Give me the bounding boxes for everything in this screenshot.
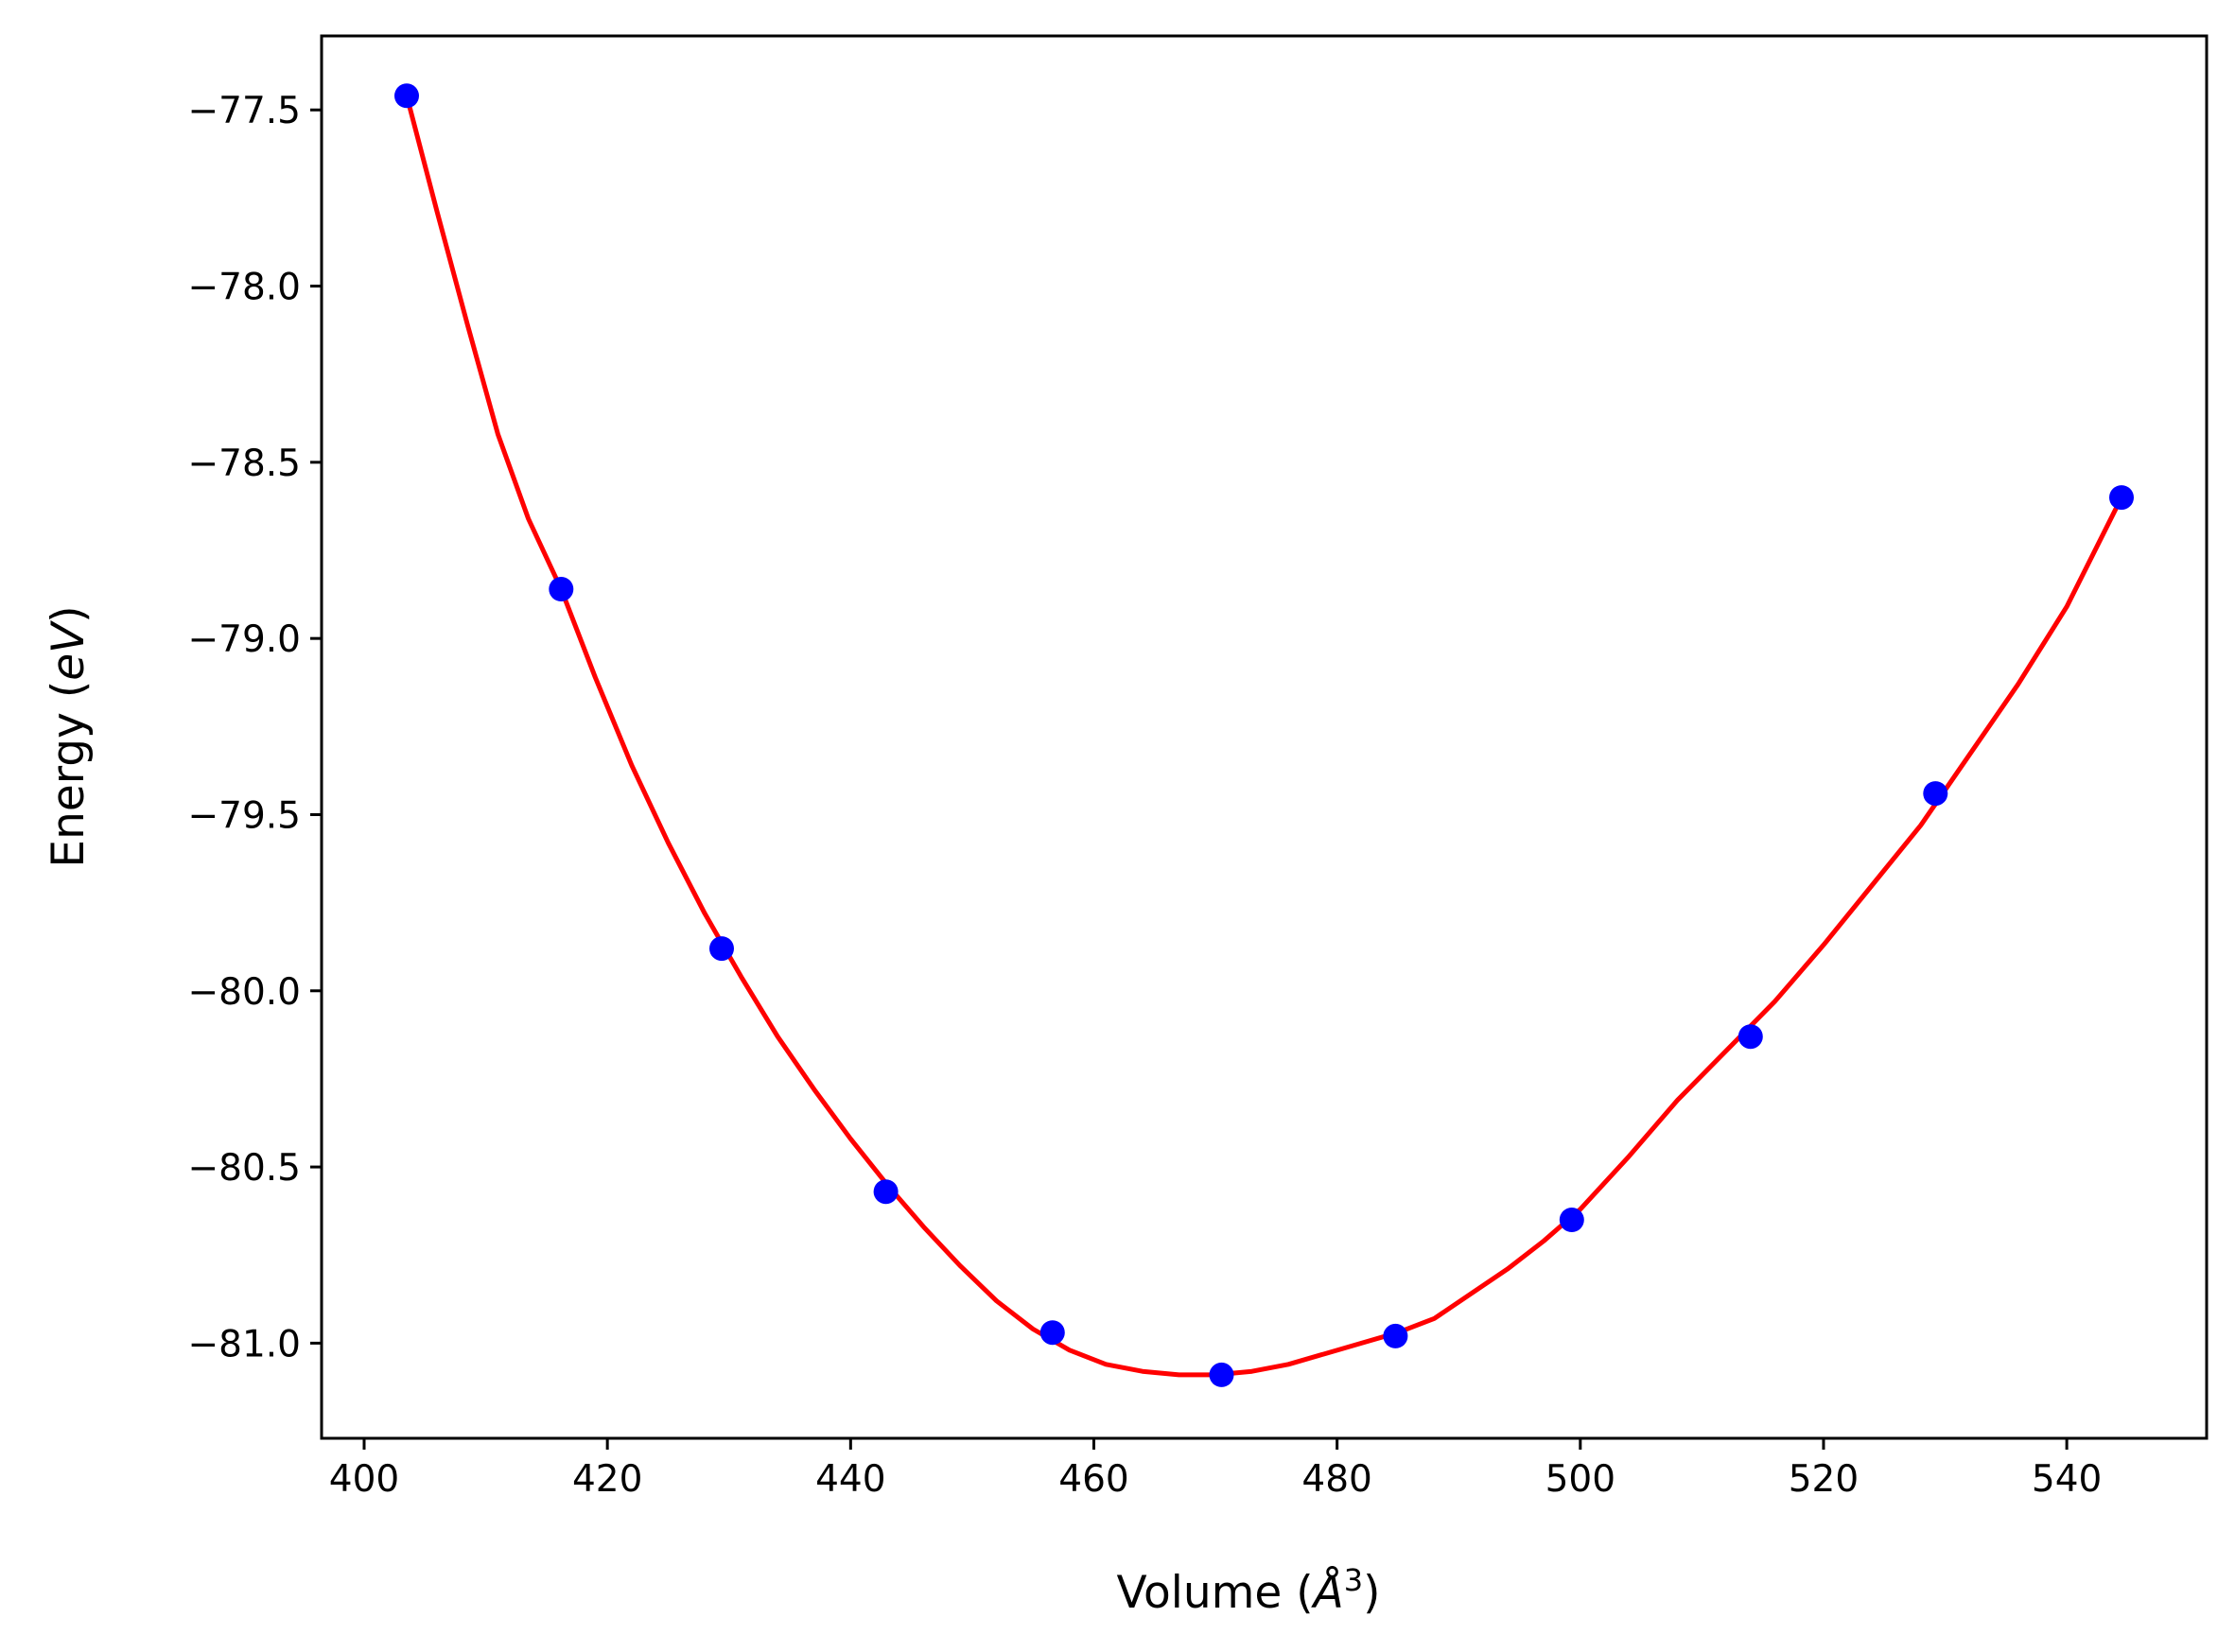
x-tick-label: 540	[2032, 1458, 2102, 1501]
y-tick-label: −79.0	[187, 618, 301, 661]
data-point	[1209, 1362, 1234, 1387]
y-tick-label: −80.5	[187, 1147, 301, 1190]
x-axis-title: Volume (Å3)	[1117, 1562, 1381, 1619]
data-point	[1039, 1320, 1065, 1346]
y-axis-title-name: Energy	[43, 712, 95, 868]
y-tick-label: −79.5	[187, 794, 301, 837]
x-tick-label: 480	[1301, 1458, 1371, 1501]
data-point	[394, 83, 419, 109]
x-tick-label: 500	[1545, 1458, 1615, 1501]
data-point	[1559, 1208, 1584, 1232]
x-axis-title-name: Volume	[1117, 1567, 1283, 1619]
x-tick-label: 440	[815, 1458, 885, 1501]
y-axis-title-close: )	[43, 605, 95, 622]
x-axis-title-unit: Å	[1311, 1567, 1344, 1619]
x-tick-label: 400	[329, 1458, 399, 1501]
y-axis-title-unit: eV	[43, 620, 95, 681]
x-tick-label: 460	[1058, 1458, 1128, 1501]
y-tick-label: −81.0	[187, 1323, 301, 1365]
plot-frame	[320, 34, 2209, 1440]
x-axis-title-open: (	[1282, 1567, 1313, 1619]
x-axis-title-exponent: 3	[1344, 1562, 1363, 1598]
y-tick-label: −78.0	[187, 267, 301, 309]
x-tick-label: 520	[1789, 1458, 1859, 1501]
x-axis-title-close: )	[1363, 1567, 1380, 1619]
y-axis-title-open: (	[43, 681, 95, 712]
y-tick-label: −78.5	[187, 443, 301, 485]
y-axis-title: Energy (eV)	[43, 605, 95, 867]
x-axis: 400 420 440 460 480 500 520 540	[329, 1438, 2102, 1501]
x-tick-label: 420	[572, 1458, 642, 1501]
y-tick-label: −77.5	[187, 90, 301, 132]
data-point	[1923, 781, 1948, 807]
y-axis: −77.5 −78.0 −78.5 −79.0 −79.5 −80.0 −80.5 −81.0	[187, 90, 322, 1365]
data-point	[549, 577, 574, 601]
data-point	[2109, 485, 2134, 511]
data-point	[709, 936, 734, 962]
plot-area	[394, 83, 2134, 1387]
fit-curve-line	[404, 93, 2124, 1378]
data-point	[873, 1179, 899, 1205]
y-tick-label: −80.0	[187, 971, 301, 1014]
data-point	[1383, 1323, 1408, 1348]
data-point	[1737, 1024, 1763, 1050]
